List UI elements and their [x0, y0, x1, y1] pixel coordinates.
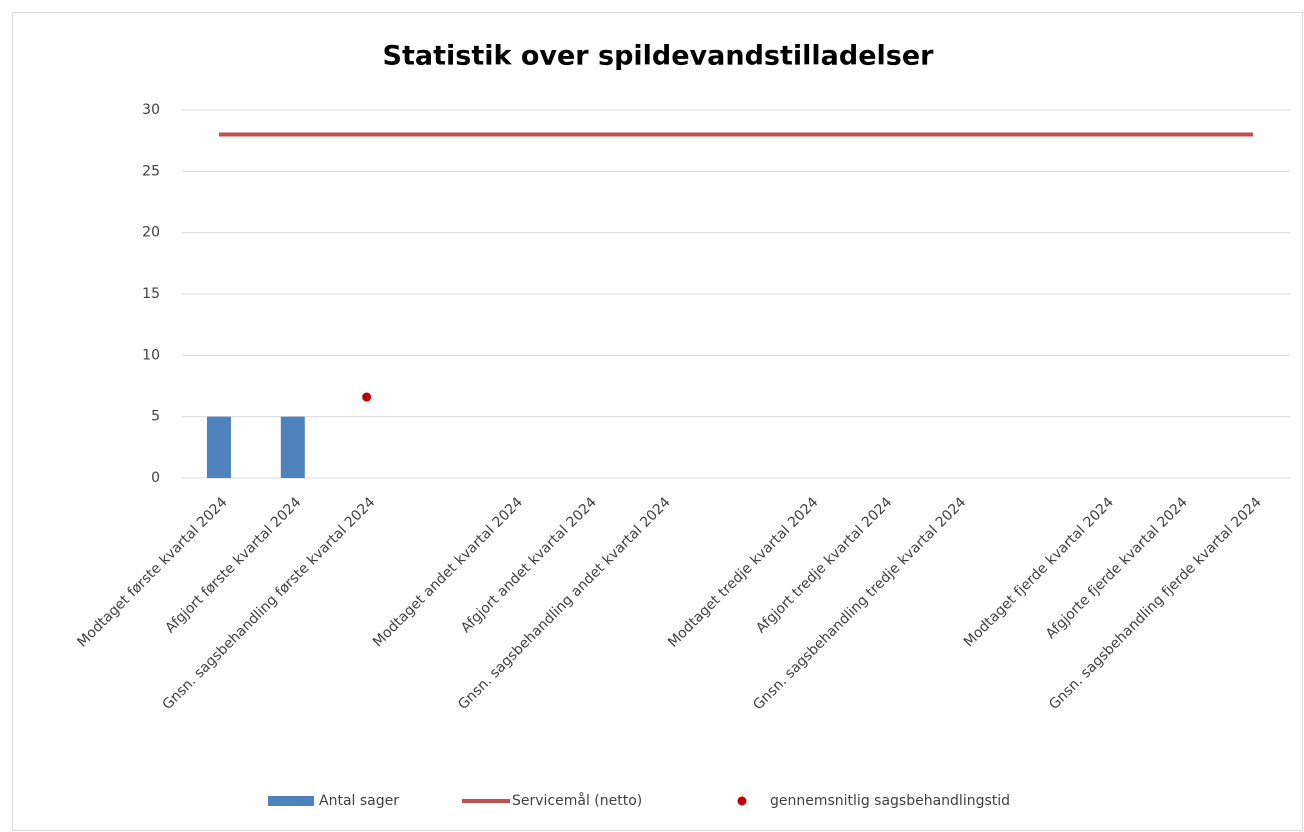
legend-swatch — [268, 796, 314, 806]
bar — [280, 416, 305, 478]
y-tick-label: 25 — [142, 163, 160, 179]
y-tick-label: 5 — [151, 409, 160, 425]
y-tick-label: 20 — [142, 225, 160, 241]
y-tick-label: 10 — [142, 347, 160, 363]
point — [362, 392, 372, 402]
y-tick-label: 30 — [142, 102, 160, 118]
legend-swatch — [737, 796, 747, 806]
legend-label: Antal sager — [319, 793, 399, 809]
y-tick-label: 0 — [151, 470, 160, 486]
y-tick-label: 15 — [142, 286, 160, 302]
legend-label: Servicemål (netto) — [512, 792, 642, 809]
legend-label: gennemsnitlig sagsbehandlingstid — [770, 793, 1010, 809]
bar — [206, 416, 231, 478]
chart-title: Statistik over spildevandstilladelser — [383, 41, 935, 72]
